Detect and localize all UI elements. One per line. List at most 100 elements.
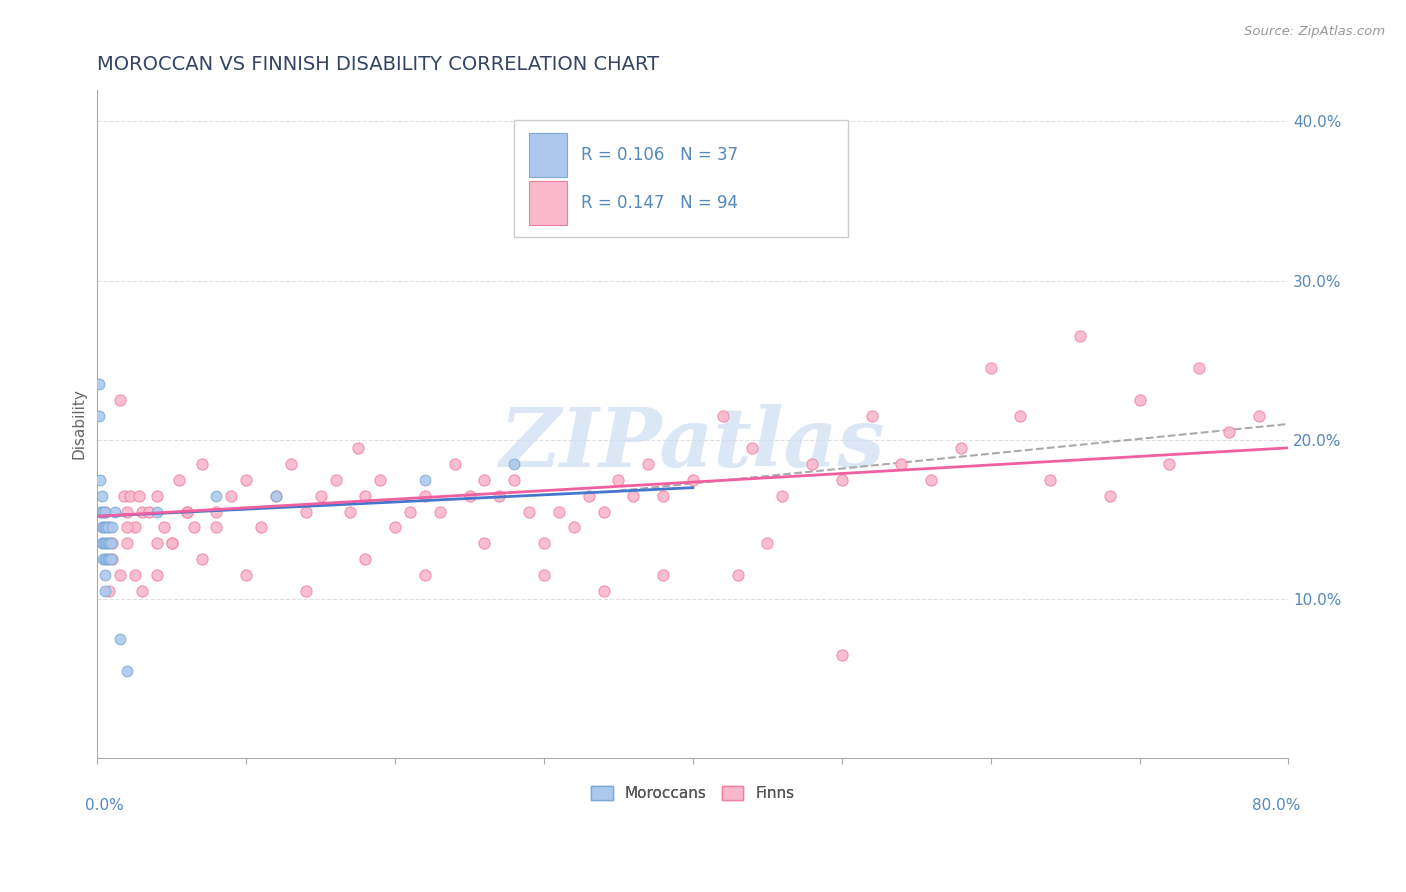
Point xyxy=(488,489,510,503)
Point xyxy=(920,473,942,487)
Point xyxy=(533,568,555,582)
Point xyxy=(1010,409,1032,423)
Point xyxy=(443,457,465,471)
Point xyxy=(533,536,555,550)
Point xyxy=(124,568,146,582)
Point xyxy=(128,489,150,503)
Point xyxy=(294,584,316,599)
Point xyxy=(652,489,675,503)
Point xyxy=(190,457,212,471)
Point xyxy=(167,473,190,487)
Point xyxy=(176,504,198,518)
Point xyxy=(309,489,332,503)
Point xyxy=(980,361,1002,376)
Point xyxy=(860,409,883,423)
Point xyxy=(756,536,779,550)
Point xyxy=(741,441,763,455)
FancyBboxPatch shape xyxy=(529,133,567,177)
Point xyxy=(160,536,183,550)
Point xyxy=(205,504,228,518)
Point xyxy=(101,520,124,534)
Point xyxy=(120,489,142,503)
Point xyxy=(190,552,212,566)
Text: Source: ZipAtlas.com: Source: ZipAtlas.com xyxy=(1244,25,1385,38)
Point xyxy=(1098,489,1121,503)
Point xyxy=(727,568,749,582)
Legend: Moroccans, Finns: Moroccans, Finns xyxy=(585,780,801,807)
Point xyxy=(94,520,117,534)
Text: ZIPatlas: ZIPatlas xyxy=(501,404,886,484)
Point xyxy=(413,568,436,582)
Point xyxy=(91,552,114,566)
Point xyxy=(801,457,824,471)
Point xyxy=(637,457,659,471)
Point xyxy=(949,441,972,455)
Text: 80.0%: 80.0% xyxy=(1251,798,1301,814)
Point xyxy=(108,393,131,408)
Point xyxy=(458,489,481,503)
Point xyxy=(1039,473,1062,487)
Point xyxy=(347,441,370,455)
Point xyxy=(94,504,117,518)
Point xyxy=(100,536,122,550)
Point xyxy=(90,489,112,503)
Point xyxy=(89,473,111,487)
Point xyxy=(384,520,406,534)
Point xyxy=(517,504,540,518)
Point xyxy=(101,536,124,550)
Text: R = 0.147   N = 94: R = 0.147 N = 94 xyxy=(581,194,738,212)
Point xyxy=(115,536,138,550)
Point xyxy=(146,568,169,582)
Point xyxy=(652,568,675,582)
Point xyxy=(97,552,120,566)
Text: MOROCCAN VS FINNISH DISABILITY CORRELATION CHART: MOROCCAN VS FINNISH DISABILITY CORRELATI… xyxy=(97,55,659,74)
Point xyxy=(682,473,704,487)
Point xyxy=(429,504,451,518)
Point xyxy=(474,536,496,550)
Point xyxy=(101,552,124,566)
Text: R = 0.106   N = 37: R = 0.106 N = 37 xyxy=(581,145,738,164)
Point xyxy=(1247,409,1270,423)
Point xyxy=(592,504,614,518)
Point xyxy=(104,504,127,518)
Point xyxy=(131,584,153,599)
Point xyxy=(91,520,114,534)
Point xyxy=(115,520,138,534)
Text: 0.0%: 0.0% xyxy=(86,798,124,814)
Point xyxy=(578,489,600,503)
Point xyxy=(413,489,436,503)
Point xyxy=(115,504,138,518)
Point xyxy=(94,504,117,518)
Point xyxy=(91,504,114,518)
Point xyxy=(354,552,377,566)
Point xyxy=(770,489,793,503)
Point xyxy=(562,520,585,534)
Point xyxy=(368,473,391,487)
Point xyxy=(280,457,302,471)
Point xyxy=(413,473,436,487)
Point xyxy=(503,457,526,471)
Point xyxy=(94,536,117,550)
Point xyxy=(831,648,853,662)
Point xyxy=(98,520,121,534)
Point xyxy=(250,520,273,534)
Point xyxy=(1159,457,1181,471)
Point xyxy=(621,489,644,503)
Point xyxy=(183,520,205,534)
Point xyxy=(131,504,153,518)
Point xyxy=(112,489,135,503)
Point xyxy=(235,473,257,487)
Point xyxy=(90,504,112,518)
Point xyxy=(221,489,243,503)
Point xyxy=(87,377,110,392)
Point xyxy=(503,473,526,487)
Point xyxy=(108,568,131,582)
Point xyxy=(94,568,117,582)
Point xyxy=(1218,425,1240,439)
Point xyxy=(89,504,111,518)
Point xyxy=(607,473,630,487)
Point xyxy=(294,504,316,518)
Point xyxy=(264,489,287,503)
Point xyxy=(205,520,228,534)
FancyBboxPatch shape xyxy=(515,120,848,236)
